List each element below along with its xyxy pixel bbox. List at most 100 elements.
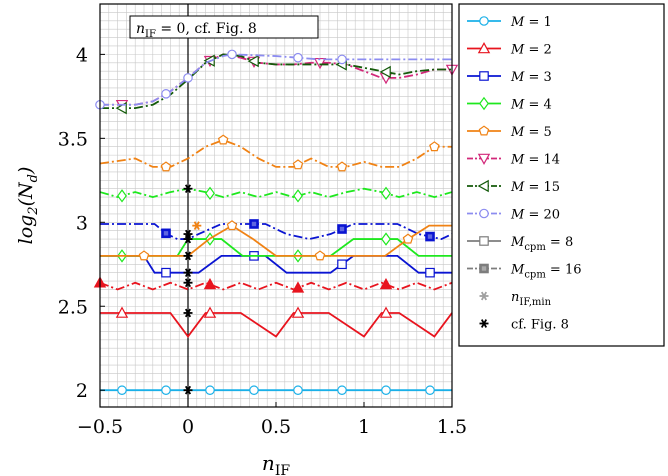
- legend-marker-0: [479, 16, 489, 26]
- series-4-marker: [226, 220, 238, 231]
- grid-layer: [99, 3, 453, 408]
- nif-star-black-stroke: [184, 308, 192, 318]
- nif-star-black: [183, 278, 193, 288]
- y-axis-label: log2(Nd): [15, 167, 41, 245]
- series-1-marker: [115, 306, 129, 318]
- nif-star-black-stroke: [184, 278, 192, 288]
- series-3-marker: [381, 232, 391, 246]
- extra-series-2-marker: [381, 186, 391, 201]
- series-0-marker: [117, 385, 127, 396]
- x-tick-label: 0: [182, 416, 194, 438]
- nif-star-black: [183, 251, 193, 261]
- legend-label-6: M = 15: [510, 180, 560, 195]
- legend-marker-11-stroke: [480, 319, 488, 328]
- extra-series-1-marker: [379, 277, 393, 290]
- legend-label-1: M = 2: [510, 43, 552, 58]
- series-7-marker: [227, 49, 237, 60]
- legend-label-9: Mcpm = 16: [510, 263, 582, 281]
- nif-star-black: [183, 229, 193, 239]
- nif-star-min: [192, 221, 202, 230]
- y-tick-label: 3: [76, 212, 88, 234]
- y-tick-label: 2: [76, 380, 88, 402]
- extra-series-0-marker-inner: [251, 221, 257, 227]
- series-layer: [93, 49, 459, 396]
- extra-series-0-line: [100, 223, 453, 241]
- legend-label-10: nIF,min: [511, 290, 552, 308]
- series-0-marker: [337, 385, 347, 396]
- extra-series-0-marker-inner: [163, 231, 169, 236]
- series-0-marker: [381, 385, 391, 396]
- series-6-marker: [379, 65, 391, 79]
- series-7-marker: [293, 52, 303, 63]
- extra-series-1-line: [99, 281, 453, 291]
- legend-marker-8: [479, 236, 489, 246]
- legend-marker-5: [477, 153, 491, 165]
- extra-series-0-marker: [425, 231, 435, 242]
- nif-star-black: [183, 308, 193, 318]
- series-0-marker: [425, 385, 435, 396]
- extra-series-0-marker: [337, 224, 347, 234]
- series-1-marker: [203, 306, 217, 318]
- series-4-line: [100, 224, 452, 257]
- nif-star-black: [183, 184, 193, 194]
- series-1-marker: [379, 306, 393, 318]
- legend-label-5: M = 14: [510, 153, 560, 168]
- legend-marker-6: [477, 179, 489, 193]
- series-2-marker: [425, 267, 435, 278]
- x-tick-label: 1: [358, 416, 370, 438]
- series-2-line: [100, 254, 452, 274]
- series-7-marker: [183, 73, 193, 83]
- nif-star-black-stroke: [184, 385, 192, 395]
- legend-marker-3: [479, 96, 489, 111]
- extra-series-3-marker: [217, 134, 229, 145]
- legend-marker-10: [479, 291, 489, 301]
- x-tick-label: 1.5: [437, 416, 467, 438]
- x-tick-label: 0.5: [261, 416, 291, 438]
- series-2-marker: [337, 259, 347, 270]
- legend-marker-4: [478, 125, 490, 136]
- series-7-marker: [337, 54, 347, 65]
- nif-star-black-stroke: [184, 251, 192, 261]
- nif-star-black-stroke: [184, 184, 192, 194]
- nif-star-black-stroke: [184, 229, 192, 239]
- series-7-marker: [161, 89, 171, 99]
- extra-series-0-marker-inner: [427, 234, 433, 239]
- nif-star-black: [183, 385, 193, 395]
- series-4-marker: [314, 250, 326, 261]
- y-tick-label: 3.5: [58, 128, 88, 150]
- legend-label-7: M = 20: [510, 208, 560, 223]
- extra-series-3-marker: [429, 141, 440, 152]
- legend-label-8: Mcpm = 8: [510, 235, 573, 253]
- legend-marker-1: [477, 42, 491, 54]
- y-axis-label-group: log2(Nd): [15, 167, 41, 245]
- extra-series-1-marker: [291, 281, 305, 293]
- legend-label-0: M = 1: [510, 15, 552, 30]
- series-0-marker: [293, 385, 303, 396]
- series-4-marker: [138, 250, 150, 261]
- series-0-marker: [249, 385, 259, 396]
- series-5-line: [100, 53, 452, 106]
- series-1-marker: [291, 306, 305, 318]
- annotation-text: nIF = 0, cf. Fig. 8: [136, 21, 257, 40]
- legend-box: [458, 3, 665, 347]
- y-tick-label: 4: [76, 44, 88, 66]
- series-2-marker: [161, 267, 171, 278]
- axes-layer: −0.5 0 0.5 1 1.5 2 2.5 3 3.5 4 nIF log2(Nd) nIF = 0,…: [15, 3, 467, 476]
- nif-star-min-stroke: [193, 221, 200, 230]
- extra-series-3-marker: [160, 161, 172, 172]
- legend-marker-7: [479, 208, 489, 219]
- annotation-box: [129, 15, 319, 39]
- extra-series-3-line: [99, 139, 452, 168]
- legend-marker-11: [479, 319, 489, 328]
- y-tick-label: 2.5: [58, 296, 88, 318]
- extra-series-1-marker: [203, 277, 217, 290]
- legend-label-3: M = 4: [510, 98, 552, 113]
- legend-marker-2: [479, 71, 489, 81]
- x-tick-label: −0.5: [77, 416, 123, 438]
- extra-series-3-marker: [292, 159, 304, 170]
- extra-series-3-marker: [336, 161, 348, 172]
- extra-series-0-marker: [161, 228, 171, 239]
- legend-label-2: M = 3: [510, 70, 552, 85]
- extra-series-2-marker: [117, 189, 127, 203]
